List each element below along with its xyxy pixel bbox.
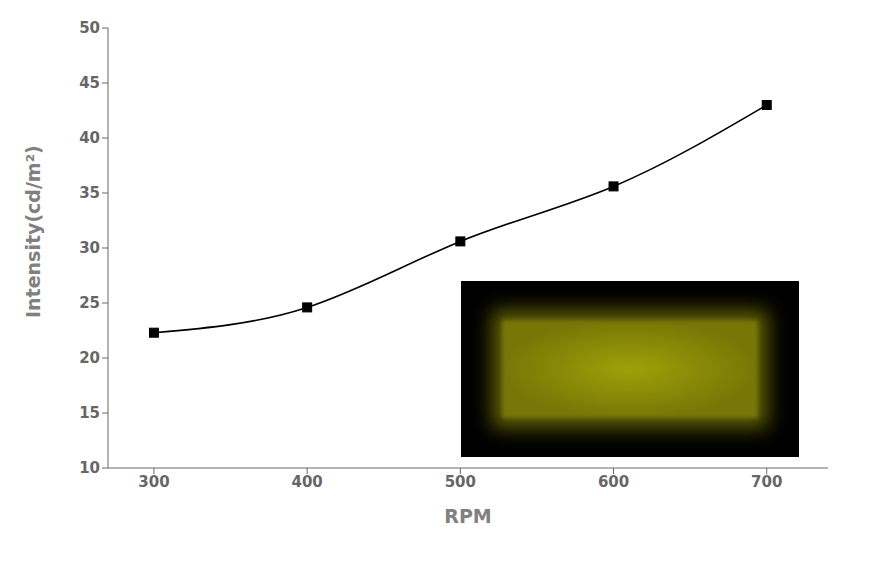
svg-text:RPM: RPM [444, 505, 491, 527]
svg-text:25: 25 [79, 294, 100, 312]
svg-text:35: 35 [79, 184, 100, 202]
svg-text:300: 300 [138, 473, 169, 491]
svg-text:500: 500 [445, 473, 476, 491]
svg-text:20: 20 [79, 349, 100, 367]
svg-text:40: 40 [79, 129, 100, 147]
svg-text:50: 50 [79, 19, 100, 37]
svg-text:15: 15 [79, 404, 100, 422]
svg-text:700: 700 [751, 473, 782, 491]
svg-text:30: 30 [79, 239, 100, 257]
svg-text:45: 45 [79, 74, 100, 92]
svg-text:400: 400 [291, 473, 322, 491]
svg-text:10: 10 [79, 459, 100, 477]
svg-text:600: 600 [598, 473, 629, 491]
svg-text:Intensity(cd/m²): Intensity(cd/m²) [22, 145, 44, 318]
